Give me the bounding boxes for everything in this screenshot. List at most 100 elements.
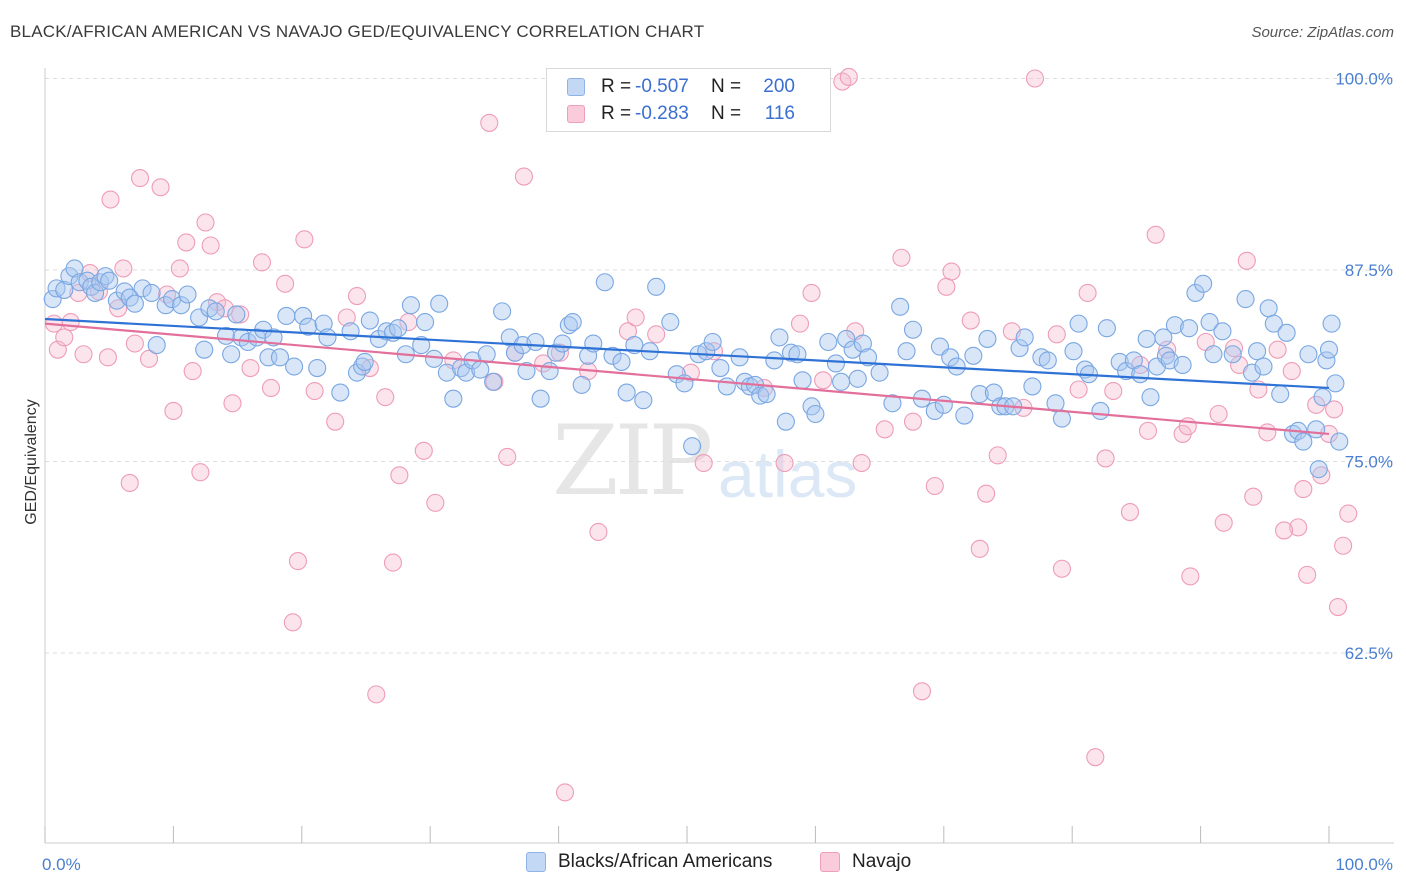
data-point-black xyxy=(897,342,916,361)
data-point-black xyxy=(858,348,878,367)
data-point-navajo xyxy=(223,394,242,413)
data-point-black xyxy=(314,314,333,333)
data-point-black xyxy=(1294,432,1313,451)
data-point-black xyxy=(360,311,379,330)
legend-swatch-navajo xyxy=(820,852,840,872)
data-point-navajo xyxy=(988,446,1007,465)
data-point-black xyxy=(526,332,545,352)
data-point-black xyxy=(227,305,246,324)
data-point-black xyxy=(299,317,318,336)
data-point-navajo xyxy=(790,314,810,333)
data-point-black xyxy=(853,334,872,353)
data-point-navajo xyxy=(1298,565,1317,584)
data-point-navajo xyxy=(694,453,713,473)
data-point-navajo xyxy=(1146,225,1165,244)
data-point-black xyxy=(1052,409,1071,428)
trend-line-black xyxy=(44,317,1330,390)
data-point-black xyxy=(540,362,559,381)
data-point-navajo xyxy=(1325,400,1344,419)
axis-labels: 62.5% 75.0% 87.5% 100.0% 0.0% 100.0% GED/Equiv… xyxy=(23,70,1393,875)
data-point-navajo xyxy=(1078,283,1097,303)
legend-swatch-navajo xyxy=(567,105,585,123)
data-point-navajo xyxy=(139,349,159,368)
legend-row-black: R = -0.507 N = 200 xyxy=(567,76,795,98)
data-point-black xyxy=(1179,319,1199,338)
data-point-navajo xyxy=(367,685,386,704)
data-point-black xyxy=(925,401,944,420)
data-point-navajo xyxy=(98,348,117,367)
legend-n-value: 200 xyxy=(763,76,795,97)
data-point-black xyxy=(270,348,290,367)
data-point-navajo xyxy=(164,401,183,420)
series-navajo xyxy=(44,67,1358,802)
data-point-black xyxy=(484,372,503,391)
data-point-black xyxy=(1194,274,1213,293)
data-point-navajo xyxy=(1047,325,1066,344)
data-point-black xyxy=(793,371,812,390)
data-point-black xyxy=(612,352,631,371)
y-tick-label: 62.5% xyxy=(1345,644,1393,663)
data-point-navajo xyxy=(626,308,645,327)
data-point-navajo xyxy=(912,682,932,701)
data-point-navajo xyxy=(937,277,956,296)
data-point-black xyxy=(826,354,845,373)
data-point-black xyxy=(1313,388,1332,407)
data-point-navajo xyxy=(589,522,608,542)
x-tick-label: 100.0% xyxy=(1335,855,1393,874)
data-point-black xyxy=(1046,394,1065,413)
data-point-navajo xyxy=(1268,340,1287,359)
data-point-navajo xyxy=(305,381,324,401)
data-point-black xyxy=(1309,460,1328,479)
data-point-black xyxy=(770,328,789,347)
data-point-navajo xyxy=(109,299,128,318)
data-point-navajo xyxy=(1339,504,1358,523)
data-point-navajo xyxy=(241,358,260,378)
data-point-black xyxy=(1317,351,1336,370)
data-point-black xyxy=(553,334,572,353)
data-point-black xyxy=(546,343,566,362)
data-point-black xyxy=(425,349,444,368)
data-point-black xyxy=(471,360,490,379)
data-point-black xyxy=(190,308,209,327)
data-point-black xyxy=(717,377,736,396)
legend-r-value: -0.507 xyxy=(635,76,689,97)
data-point-black xyxy=(1165,316,1184,335)
data-point-black xyxy=(1110,352,1129,371)
data-point-black xyxy=(1023,377,1042,396)
data-point-navajo xyxy=(1096,449,1115,468)
data-point-navajo xyxy=(151,178,170,197)
data-point-black xyxy=(1259,299,1278,318)
data-point-black xyxy=(941,348,960,367)
data-point-black xyxy=(751,386,770,405)
data-point-black xyxy=(1271,385,1290,404)
data-point-black xyxy=(100,271,119,290)
data-point-navajo xyxy=(276,274,295,293)
data-point-black xyxy=(1137,329,1156,348)
data-point-black xyxy=(634,391,653,410)
data-point-navajo xyxy=(970,539,989,558)
data-point-navajo xyxy=(555,783,575,802)
data-point-black xyxy=(765,351,784,370)
data-point-navajo xyxy=(61,313,80,332)
legend-item-navajo[interactable]: Navajo xyxy=(820,851,911,873)
data-point-black xyxy=(133,279,152,298)
data-point-black xyxy=(206,302,225,321)
data-point-black xyxy=(1330,432,1349,451)
data-point-navajo xyxy=(231,305,250,324)
data-point-navajo xyxy=(183,362,202,381)
data-point-navajo xyxy=(120,473,139,492)
legend-item-black[interactable]: Blacks/African Americans xyxy=(526,851,772,873)
data-point-navajo xyxy=(814,371,833,390)
data-point-navajo xyxy=(1025,69,1045,88)
data-point-navajo xyxy=(875,420,894,439)
data-point-navajo xyxy=(1069,380,1088,399)
data-point-black xyxy=(285,357,304,376)
data-point-black xyxy=(947,357,966,376)
data-point-navajo xyxy=(414,441,433,460)
data-point-black xyxy=(1186,283,1205,303)
data-point-black xyxy=(377,322,396,341)
data-point-navajo xyxy=(130,169,150,188)
data-point-navajo xyxy=(326,412,345,431)
data-point-black xyxy=(1091,401,1110,420)
data-point-navajo xyxy=(426,493,445,512)
